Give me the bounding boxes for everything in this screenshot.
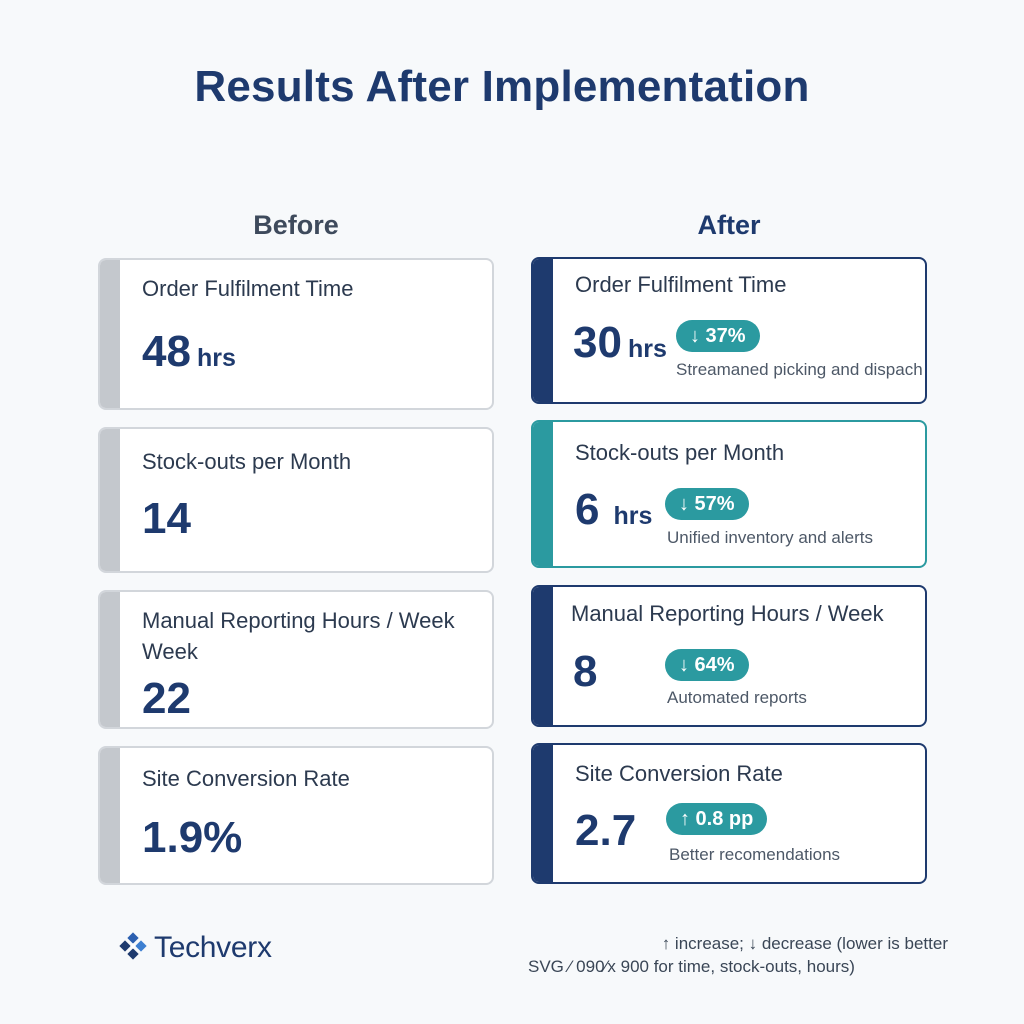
before-card-fulfilment: Order Fulfilment Time 48 hrs bbox=[98, 258, 494, 410]
metric-label: Stock-outs per Month bbox=[142, 449, 352, 474]
before-card-conversion: Site Conversion Rate 1.9% bbox=[98, 746, 494, 885]
metric-label: Stock-outs per Month bbox=[575, 440, 785, 465]
metric-value: 14 bbox=[142, 494, 191, 543]
change-badge: ↓ 64% bbox=[665, 649, 749, 681]
metric-value: 2.7 bbox=[575, 806, 637, 855]
metric-unit: hrs bbox=[627, 335, 667, 363]
card-accent-bar bbox=[100, 260, 120, 408]
page-title: Results After Implementation bbox=[194, 62, 810, 111]
metric-label: Site Conversion Rate bbox=[575, 761, 783, 786]
change-badge: ↑ 0.8 pp bbox=[666, 803, 768, 835]
card-accent-bar bbox=[100, 592, 120, 727]
metric-label: Manual Reporting Hours / Week bbox=[571, 601, 884, 626]
before-card-reporting: Manual Reporting Hours / Week Week 22 bbox=[98, 590, 494, 729]
brand-name: Techverx bbox=[154, 931, 272, 964]
change-note: Automated reports bbox=[667, 688, 807, 707]
before-heading: Before bbox=[253, 210, 339, 240]
legend-line-2: SVG ⁄ 090⁄x 900 for time, stock-outs, ho… bbox=[528, 957, 855, 976]
card-accent-bar bbox=[533, 745, 553, 882]
metric-value: 30 hrs bbox=[573, 318, 667, 367]
after-card-reporting: Manual Reporting Hours / Week 8 ↓ 64% Au… bbox=[531, 585, 927, 727]
card-accent-bar bbox=[533, 259, 553, 402]
after-card-stockouts: Stock-outs per Month 6 hrs ↓ 57% Unified … bbox=[531, 420, 927, 568]
change-badge: ↓ 57% bbox=[665, 488, 749, 520]
change-note: Streamaned picking and dispach bbox=[676, 360, 923, 379]
metric-label: Order Fulfilment Time bbox=[142, 276, 354, 301]
metric-label: Manual Reporting Hours / Week Week bbox=[142, 608, 455, 664]
metric-value: 22 bbox=[142, 674, 191, 723]
diamond-logo-icon bbox=[119, 932, 147, 960]
brand-logo: Techverx bbox=[116, 930, 272, 966]
metric-label: Order Fulfilment Time bbox=[575, 272, 787, 297]
metric-value: 1.9% bbox=[142, 813, 243, 862]
before-card-stockouts: Stock-outs per Month 14 bbox=[98, 427, 494, 573]
legend-line-1: ↑ increase; ↓ decrease (lower is better bbox=[661, 934, 948, 953]
after-heading: After bbox=[697, 210, 761, 240]
card-accent-bar bbox=[100, 429, 120, 571]
card-accent-bar bbox=[100, 748, 120, 883]
metric-value: 48 hrs bbox=[142, 327, 236, 376]
metric-value: 6 hrs bbox=[575, 485, 653, 534]
change-note: Unified inventory and alerts bbox=[667, 528, 874, 547]
card-accent-bar bbox=[533, 422, 553, 566]
metric-label: Site Conversion Rate bbox=[142, 766, 350, 791]
metric-unit: hrs bbox=[196, 344, 236, 372]
after-card-fulfilment: Order Fulfilment Time 30 hrs ↓ 37% Stream… bbox=[531, 257, 927, 404]
change-note: Better recomendations bbox=[669, 845, 841, 864]
after-card-conversion: Site Conversion Rate 2.7 ↑ 0.8 pp Better… bbox=[531, 743, 927, 884]
change-badge: ↓ 37% bbox=[676, 320, 760, 352]
legend-note: ↑ increase; ↓ decrease (lower is better … bbox=[528, 932, 948, 978]
metric-value: 8 bbox=[573, 647, 598, 696]
card-accent-bar bbox=[533, 587, 553, 725]
metric-unit: hrs bbox=[613, 502, 653, 530]
